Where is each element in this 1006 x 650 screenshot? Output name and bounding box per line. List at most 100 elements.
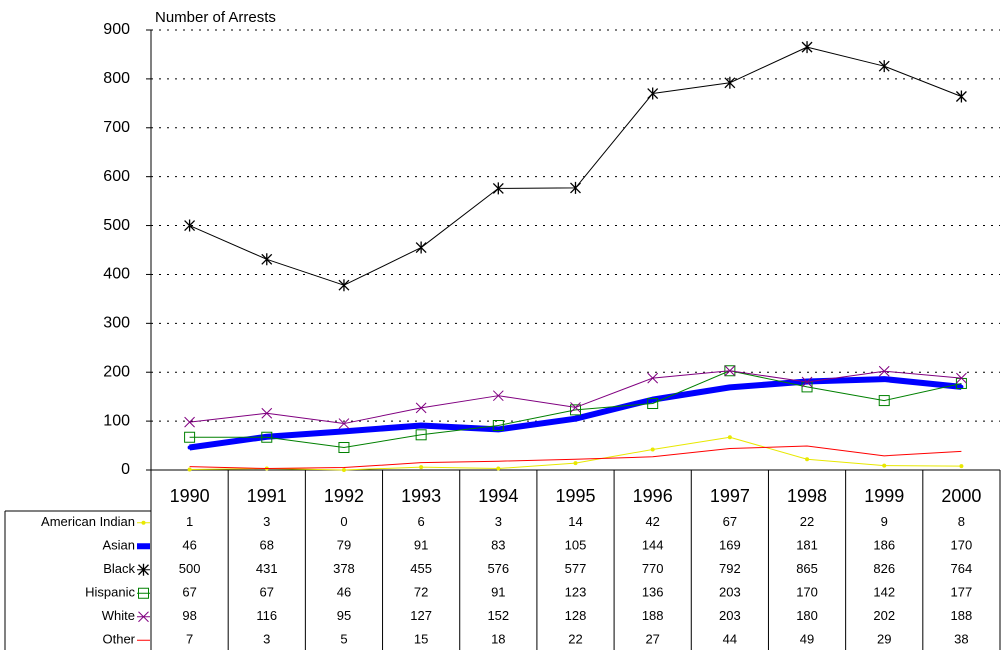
marker [261, 407, 273, 419]
table-value: 764 [951, 561, 973, 576]
table-value: 8 [958, 514, 965, 529]
table-value: 46 [337, 585, 351, 600]
x-tick-label: 1998 [787, 486, 827, 506]
x-tick-label: 1999 [864, 486, 904, 506]
marker [492, 182, 504, 195]
x-tick-label: 1995 [555, 486, 595, 506]
table-value: 180 [796, 608, 818, 623]
marker [801, 376, 813, 388]
table-value: 27 [645, 632, 659, 647]
table-value: 865 [796, 561, 818, 576]
table-value: 67 [182, 585, 196, 600]
table-value: 95 [337, 608, 351, 623]
table-value: 14 [568, 514, 582, 529]
marker [338, 418, 350, 429]
table-value: 83 [491, 538, 505, 553]
table-value: 136 [642, 585, 664, 600]
table-value: 1 [186, 514, 193, 529]
marker [419, 423, 424, 428]
y-tick-label: 600 [103, 168, 130, 185]
marker [261, 253, 273, 266]
marker [419, 465, 424, 470]
table-value: 144 [642, 538, 664, 553]
marker [882, 377, 887, 382]
table-value: 770 [642, 561, 664, 576]
table-value: 177 [951, 585, 973, 600]
table-value: 170 [951, 538, 973, 553]
table-value: 181 [796, 538, 818, 553]
marker [959, 464, 964, 469]
x-tick-label: 1990 [170, 486, 210, 506]
table-value: 3 [263, 514, 270, 529]
marker [570, 181, 581, 194]
y-tick-label: 300 [103, 315, 130, 332]
marker [492, 390, 504, 402]
marker [338, 279, 350, 292]
marker [801, 41, 813, 54]
legend-label: White [102, 608, 135, 623]
table-value: 116 [256, 608, 277, 623]
x-tick-label: 1991 [247, 486, 287, 506]
x-tick-label: 1993 [401, 486, 441, 506]
table-value: 123 [565, 585, 587, 600]
table-value: 378 [333, 561, 355, 576]
table-value: 3 [263, 632, 270, 647]
marker [956, 372, 967, 384]
marker [878, 60, 890, 73]
table-value: 576 [487, 561, 509, 576]
x-tick-label: 2000 [941, 486, 981, 506]
legend-label: Other [102, 632, 135, 647]
y-tick-label: 800 [103, 70, 130, 87]
marker [882, 463, 887, 468]
legend-marker [141, 520, 146, 525]
marker [570, 402, 581, 413]
marker [724, 365, 736, 377]
marker [878, 365, 890, 377]
marker [570, 404, 581, 416]
table-value: 15 [414, 632, 428, 647]
table-value: 105 [565, 538, 587, 553]
marker [415, 402, 427, 414]
marker [647, 398, 659, 410]
legend-marker [141, 544, 146, 549]
table-value: 0 [340, 514, 347, 529]
table-value: 98 [182, 608, 196, 623]
marker [727, 385, 732, 390]
table-value: 455 [410, 561, 432, 576]
series [189, 445, 962, 470]
table-value: 44 [723, 632, 737, 647]
marker [338, 442, 350, 454]
x-tick-label: 1996 [633, 486, 673, 506]
table-value: 142 [873, 585, 895, 600]
marker [573, 461, 578, 466]
table-value: 38 [954, 632, 968, 647]
table-value: 202 [873, 608, 895, 623]
marker [878, 395, 890, 407]
marker [187, 445, 192, 450]
marker [496, 466, 501, 471]
table-value: 72 [414, 585, 428, 600]
table-value: 203 [719, 585, 741, 600]
table-value: 9 [881, 514, 888, 529]
series-line [189, 46, 962, 286]
marker [647, 87, 659, 100]
legend-marker [138, 563, 149, 576]
table-value: 792 [719, 561, 741, 576]
table-value: 6 [418, 514, 425, 529]
marker [415, 241, 427, 254]
series [187, 435, 964, 472]
table-value: 431 [256, 561, 278, 576]
y-tick-label: 100 [103, 412, 130, 429]
legend-marker [138, 587, 149, 599]
table-value: 79 [337, 538, 351, 553]
table-value: 49 [800, 632, 814, 647]
marker [341, 429, 346, 434]
marker [805, 457, 810, 462]
table-value: 169 [719, 538, 741, 553]
table-value: 67 [723, 514, 737, 529]
table-value: 188 [951, 608, 973, 623]
table-value: 68 [260, 538, 274, 553]
y-tick-label: 900 [103, 21, 130, 38]
series-line [189, 376, 962, 451]
